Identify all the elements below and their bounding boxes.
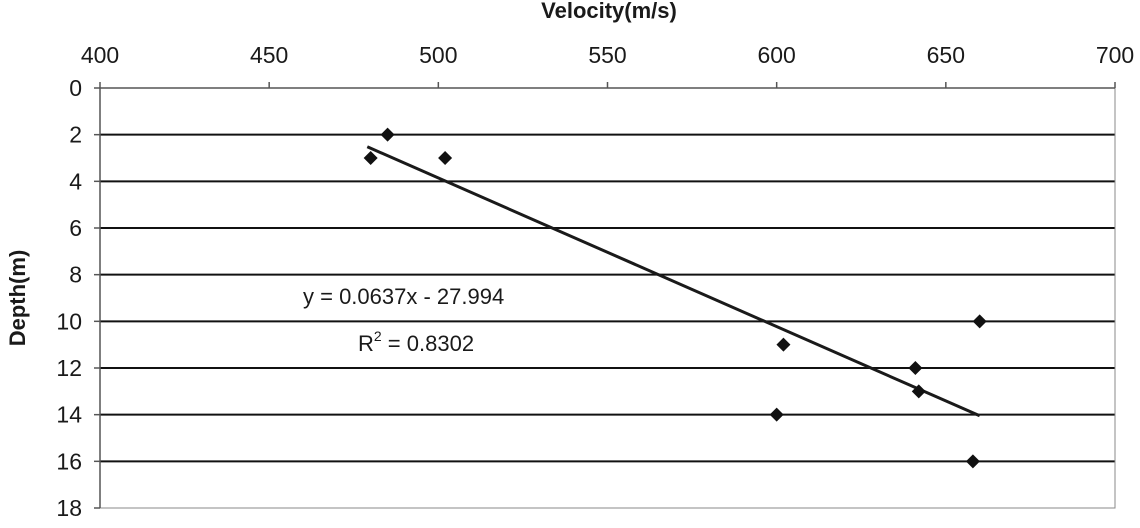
y-tick-label: 18 xyxy=(56,495,82,521)
y-tick-label: 2 xyxy=(69,122,82,148)
y-tick-label: 12 xyxy=(56,355,82,381)
data-point xyxy=(965,454,980,469)
data-point xyxy=(776,337,791,352)
trendline xyxy=(366,145,981,418)
y-axis-title: Depth(m) xyxy=(5,250,30,347)
axes xyxy=(94,82,1116,509)
x-tick-label: 600 xyxy=(757,42,795,68)
y-tick-label: 8 xyxy=(69,262,82,288)
x-tick-labels: 400 450 500 550 600 650 700 xyxy=(81,42,1134,68)
data-point xyxy=(769,407,784,422)
x-tick-label: 550 xyxy=(588,42,626,68)
x-tick-label: 450 xyxy=(250,42,288,68)
data-point xyxy=(908,361,923,375)
r-squared-label: R2 = 0.8302 xyxy=(358,328,474,356)
gridlines xyxy=(100,133,1115,463)
y-tick-labels: 0 2 4 6 8 10 12 14 16 18 xyxy=(56,75,82,521)
x-tick-label: 700 xyxy=(1096,42,1134,68)
y-tick-label: 14 xyxy=(56,402,82,428)
x-tick-label: 500 xyxy=(419,42,457,68)
r-squared-value: = 0.8302 xyxy=(382,331,474,356)
data-point xyxy=(438,151,453,165)
y-tick-label: 16 xyxy=(56,448,82,474)
plot-area xyxy=(99,87,1116,509)
y-tick-label: 10 xyxy=(56,308,82,334)
data-point xyxy=(972,314,987,329)
r-squared-superscript: 2 xyxy=(374,328,382,344)
data-point xyxy=(380,127,395,142)
data-points xyxy=(363,127,987,469)
y-tick-label: 4 xyxy=(69,168,82,194)
x-axis-title: Velocity(m/s) xyxy=(541,0,677,23)
y-tick-label: 0 xyxy=(69,75,82,101)
y-tick-label: 6 xyxy=(69,215,82,241)
r-squared-prefix: R xyxy=(358,331,374,356)
x-tick-label: 650 xyxy=(927,42,965,68)
x-tick-label: 400 xyxy=(81,42,119,68)
trendline-equation: y = 0.0637x - 27.994 xyxy=(303,284,504,309)
data-point xyxy=(363,151,378,165)
data-point xyxy=(911,384,926,399)
